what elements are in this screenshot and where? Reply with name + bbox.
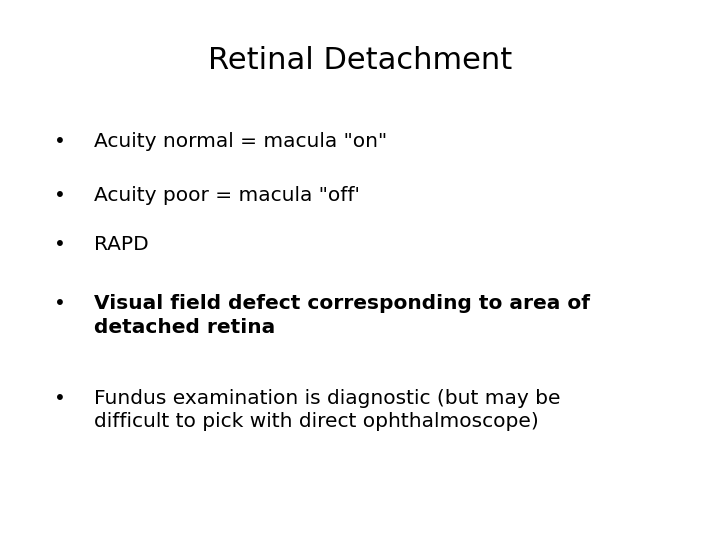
- Text: Visual field defect corresponding to area of
detached retina: Visual field defect corresponding to are…: [94, 294, 590, 337]
- Text: RAPD: RAPD: [94, 235, 148, 254]
- Text: Acuity poor = macula "off': Acuity poor = macula "off': [94, 186, 359, 205]
- Text: •: •: [54, 235, 66, 254]
- Text: •: •: [54, 132, 66, 151]
- Text: Retinal Detachment: Retinal Detachment: [208, 46, 512, 75]
- Text: •: •: [54, 186, 66, 205]
- Text: Acuity normal = macula "on": Acuity normal = macula "on": [94, 132, 387, 151]
- Text: •: •: [54, 389, 66, 408]
- Text: •: •: [54, 294, 66, 313]
- Text: Fundus examination is diagnostic (but may be
difficult to pick with direct ophth: Fundus examination is diagnostic (but ma…: [94, 389, 560, 431]
